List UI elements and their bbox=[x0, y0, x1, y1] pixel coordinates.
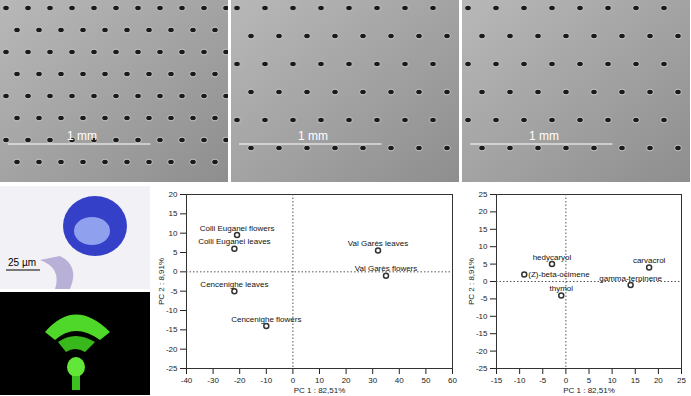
svg-text:-20: -20 bbox=[234, 376, 246, 385]
svg-text:-40: -40 bbox=[181, 376, 193, 385]
svg-text:1 mm: 1 mm bbox=[529, 129, 559, 143]
svg-text:5: 5 bbox=[173, 248, 178, 257]
svg-text:10: 10 bbox=[608, 376, 617, 385]
svg-text:10: 10 bbox=[315, 376, 324, 385]
svg-text:PC 1 : 82,51%: PC 1 : 82,51% bbox=[563, 386, 615, 395]
svg-text:-20: -20 bbox=[476, 347, 488, 356]
svg-text:1 mm: 1 mm bbox=[298, 129, 328, 143]
svg-text:25: 25 bbox=[677, 376, 686, 385]
svg-text:30: 30 bbox=[368, 376, 377, 385]
svg-text:0: 0 bbox=[173, 267, 178, 276]
svg-text:20: 20 bbox=[169, 190, 178, 199]
svg-text:-20: -20 bbox=[166, 345, 178, 354]
svg-text:15: 15 bbox=[169, 209, 178, 218]
svg-text:-15: -15 bbox=[491, 376, 503, 385]
svg-text:50: 50 bbox=[421, 376, 430, 385]
svg-text:-10: -10 bbox=[261, 376, 273, 385]
svg-text:Val Garès leaves: Val Garès leaves bbox=[348, 239, 408, 248]
svg-text:20: 20 bbox=[342, 376, 351, 385]
svg-text:25 µm: 25 µm bbox=[8, 257, 36, 268]
svg-text:20: 20 bbox=[479, 207, 488, 216]
svg-text:PC 1 : 82,51%: PC 1 : 82,51% bbox=[294, 386, 346, 395]
svg-text:PC 2 : 8,91%: PC 2 : 8,91% bbox=[157, 258, 166, 305]
svg-text:Cencenighe flowers: Cencenighe flowers bbox=[231, 315, 301, 324]
svg-text:20: 20 bbox=[654, 376, 663, 385]
svg-text:-10: -10 bbox=[476, 312, 488, 321]
svg-text:15: 15 bbox=[479, 225, 488, 234]
svg-text:-25: -25 bbox=[476, 364, 488, 373]
svg-text:60: 60 bbox=[448, 376, 457, 385]
svg-text:0: 0 bbox=[483, 277, 488, 286]
svg-text:Cencenighe leaves: Cencenighe leaves bbox=[200, 280, 268, 289]
svg-text:-15: -15 bbox=[476, 329, 488, 338]
svg-text:carvacrol: carvacrol bbox=[633, 256, 666, 265]
svg-text:5: 5 bbox=[587, 376, 592, 385]
svg-text:5: 5 bbox=[483, 260, 488, 269]
svg-text:hedycaryol: hedycaryol bbox=[533, 253, 572, 262]
svg-text:Val Garès flowers: Val Garès flowers bbox=[355, 264, 418, 273]
svg-text:15: 15 bbox=[631, 376, 640, 385]
svg-text:gamma-terpinene: gamma-terpinene bbox=[599, 274, 662, 283]
svg-text:-25: -25 bbox=[166, 364, 178, 373]
svg-text:10: 10 bbox=[479, 242, 488, 251]
svg-text:-10: -10 bbox=[166, 306, 178, 315]
svg-text:25: 25 bbox=[479, 190, 488, 199]
svg-text:40: 40 bbox=[395, 376, 404, 385]
svg-text:-15: -15 bbox=[166, 325, 178, 334]
svg-text:Colli Euganei flowers: Colli Euganei flowers bbox=[200, 224, 275, 233]
svg-text:-10: -10 bbox=[514, 376, 526, 385]
svg-text:0: 0 bbox=[564, 376, 569, 385]
svg-text:PC 2 : 8,91%: PC 2 : 8,91% bbox=[467, 258, 476, 305]
svg-text:-5: -5 bbox=[480, 294, 488, 303]
svg-text:Colli Euganei leaves: Colli Euganei leaves bbox=[198, 237, 271, 246]
svg-text:-30: -30 bbox=[207, 376, 219, 385]
svg-text:1 mm: 1 mm bbox=[67, 129, 97, 143]
svg-text:-5: -5 bbox=[170, 287, 178, 296]
svg-text:-5: -5 bbox=[539, 376, 547, 385]
svg-text:10: 10 bbox=[169, 229, 178, 238]
svg-text:0: 0 bbox=[291, 376, 296, 385]
svg-text:thymol: thymol bbox=[549, 284, 573, 293]
svg-text:(Z)-beta-ocimene: (Z)-beta-ocimene bbox=[528, 270, 590, 279]
